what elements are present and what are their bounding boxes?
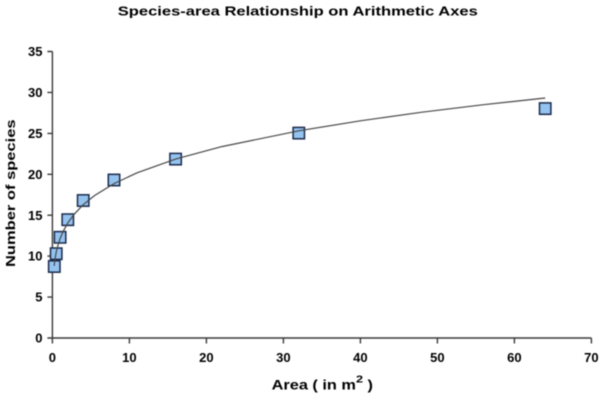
svg-text:Number of species: Number of species [5,119,19,267]
svg-text:25: 25 [28,126,42,141]
svg-text:50: 50 [430,350,444,365]
svg-text:0: 0 [35,331,42,346]
svg-text:30: 30 [28,85,42,100]
svg-text:0: 0 [49,350,56,365]
svg-text:30: 30 [276,350,290,365]
svg-text:10: 10 [28,249,42,264]
svg-text:70: 70 [584,350,598,365]
svg-text:20: 20 [199,350,213,365]
svg-text:15: 15 [28,208,42,223]
svg-text:20: 20 [28,167,42,182]
svg-text:40: 40 [353,350,367,365]
svg-text:60: 60 [507,350,521,365]
svg-text:Area ( in m2 ): Area ( in m2 ) [272,374,373,394]
svg-text:35: 35 [28,44,42,59]
svg-text:10: 10 [122,350,136,365]
svg-text:Species-area Relationship on A: Species-area Relationship on Arithmetic … [118,5,478,19]
svg-text:5: 5 [35,290,42,305]
